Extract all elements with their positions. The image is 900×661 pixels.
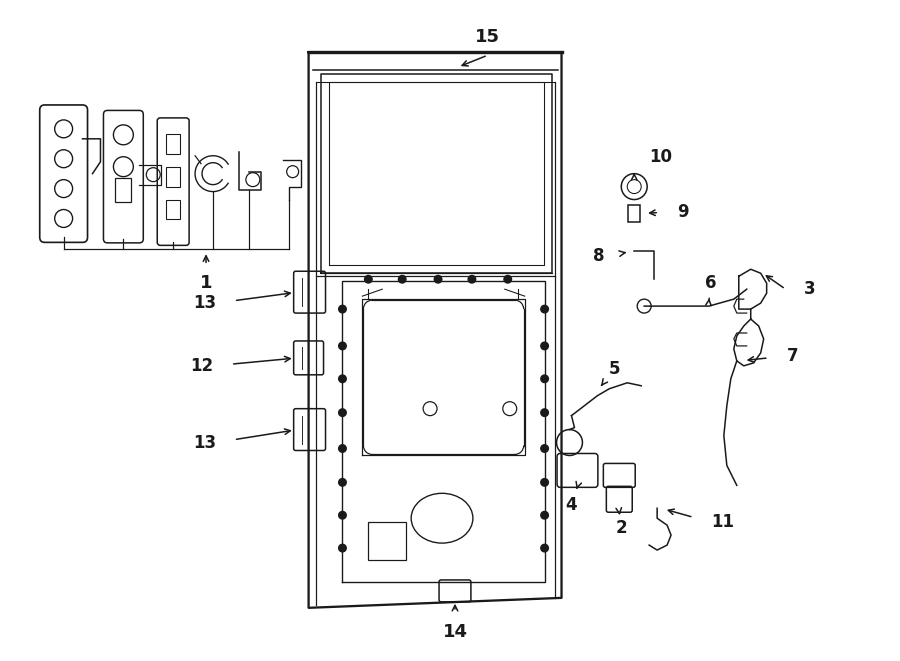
Circle shape bbox=[338, 445, 346, 452]
Circle shape bbox=[541, 375, 548, 383]
Text: 14: 14 bbox=[443, 623, 467, 641]
Circle shape bbox=[338, 479, 346, 486]
Circle shape bbox=[338, 375, 346, 383]
Bar bbox=[628, 204, 640, 223]
Circle shape bbox=[504, 276, 511, 283]
Circle shape bbox=[541, 342, 548, 350]
Text: 12: 12 bbox=[190, 357, 213, 375]
Text: 5: 5 bbox=[608, 360, 620, 378]
Text: 3: 3 bbox=[804, 280, 815, 298]
Circle shape bbox=[338, 409, 346, 416]
Circle shape bbox=[338, 305, 346, 313]
Circle shape bbox=[541, 409, 548, 416]
Bar bbox=[166, 167, 180, 186]
Text: 13: 13 bbox=[193, 294, 216, 312]
Circle shape bbox=[468, 276, 476, 283]
Circle shape bbox=[541, 445, 548, 452]
Text: 13: 13 bbox=[193, 434, 216, 451]
Bar bbox=[166, 134, 180, 154]
Bar bbox=[115, 178, 131, 202]
Bar bbox=[368, 522, 406, 560]
Circle shape bbox=[435, 276, 442, 283]
Text: 11: 11 bbox=[711, 513, 733, 531]
Text: 6: 6 bbox=[705, 274, 716, 292]
Text: 9: 9 bbox=[677, 202, 688, 221]
Circle shape bbox=[338, 544, 346, 552]
Circle shape bbox=[541, 305, 548, 313]
Text: 10: 10 bbox=[650, 147, 672, 166]
Circle shape bbox=[541, 512, 548, 519]
Text: 8: 8 bbox=[593, 247, 604, 265]
Circle shape bbox=[364, 276, 372, 283]
Circle shape bbox=[338, 342, 346, 350]
Circle shape bbox=[541, 479, 548, 486]
Circle shape bbox=[541, 544, 548, 552]
Text: 1: 1 bbox=[200, 274, 212, 292]
Text: 7: 7 bbox=[787, 347, 798, 365]
Bar bbox=[166, 200, 180, 219]
Circle shape bbox=[338, 512, 346, 519]
Text: 4: 4 bbox=[566, 496, 577, 514]
Circle shape bbox=[399, 276, 406, 283]
Text: 2: 2 bbox=[616, 519, 627, 537]
Text: 15: 15 bbox=[475, 28, 500, 46]
